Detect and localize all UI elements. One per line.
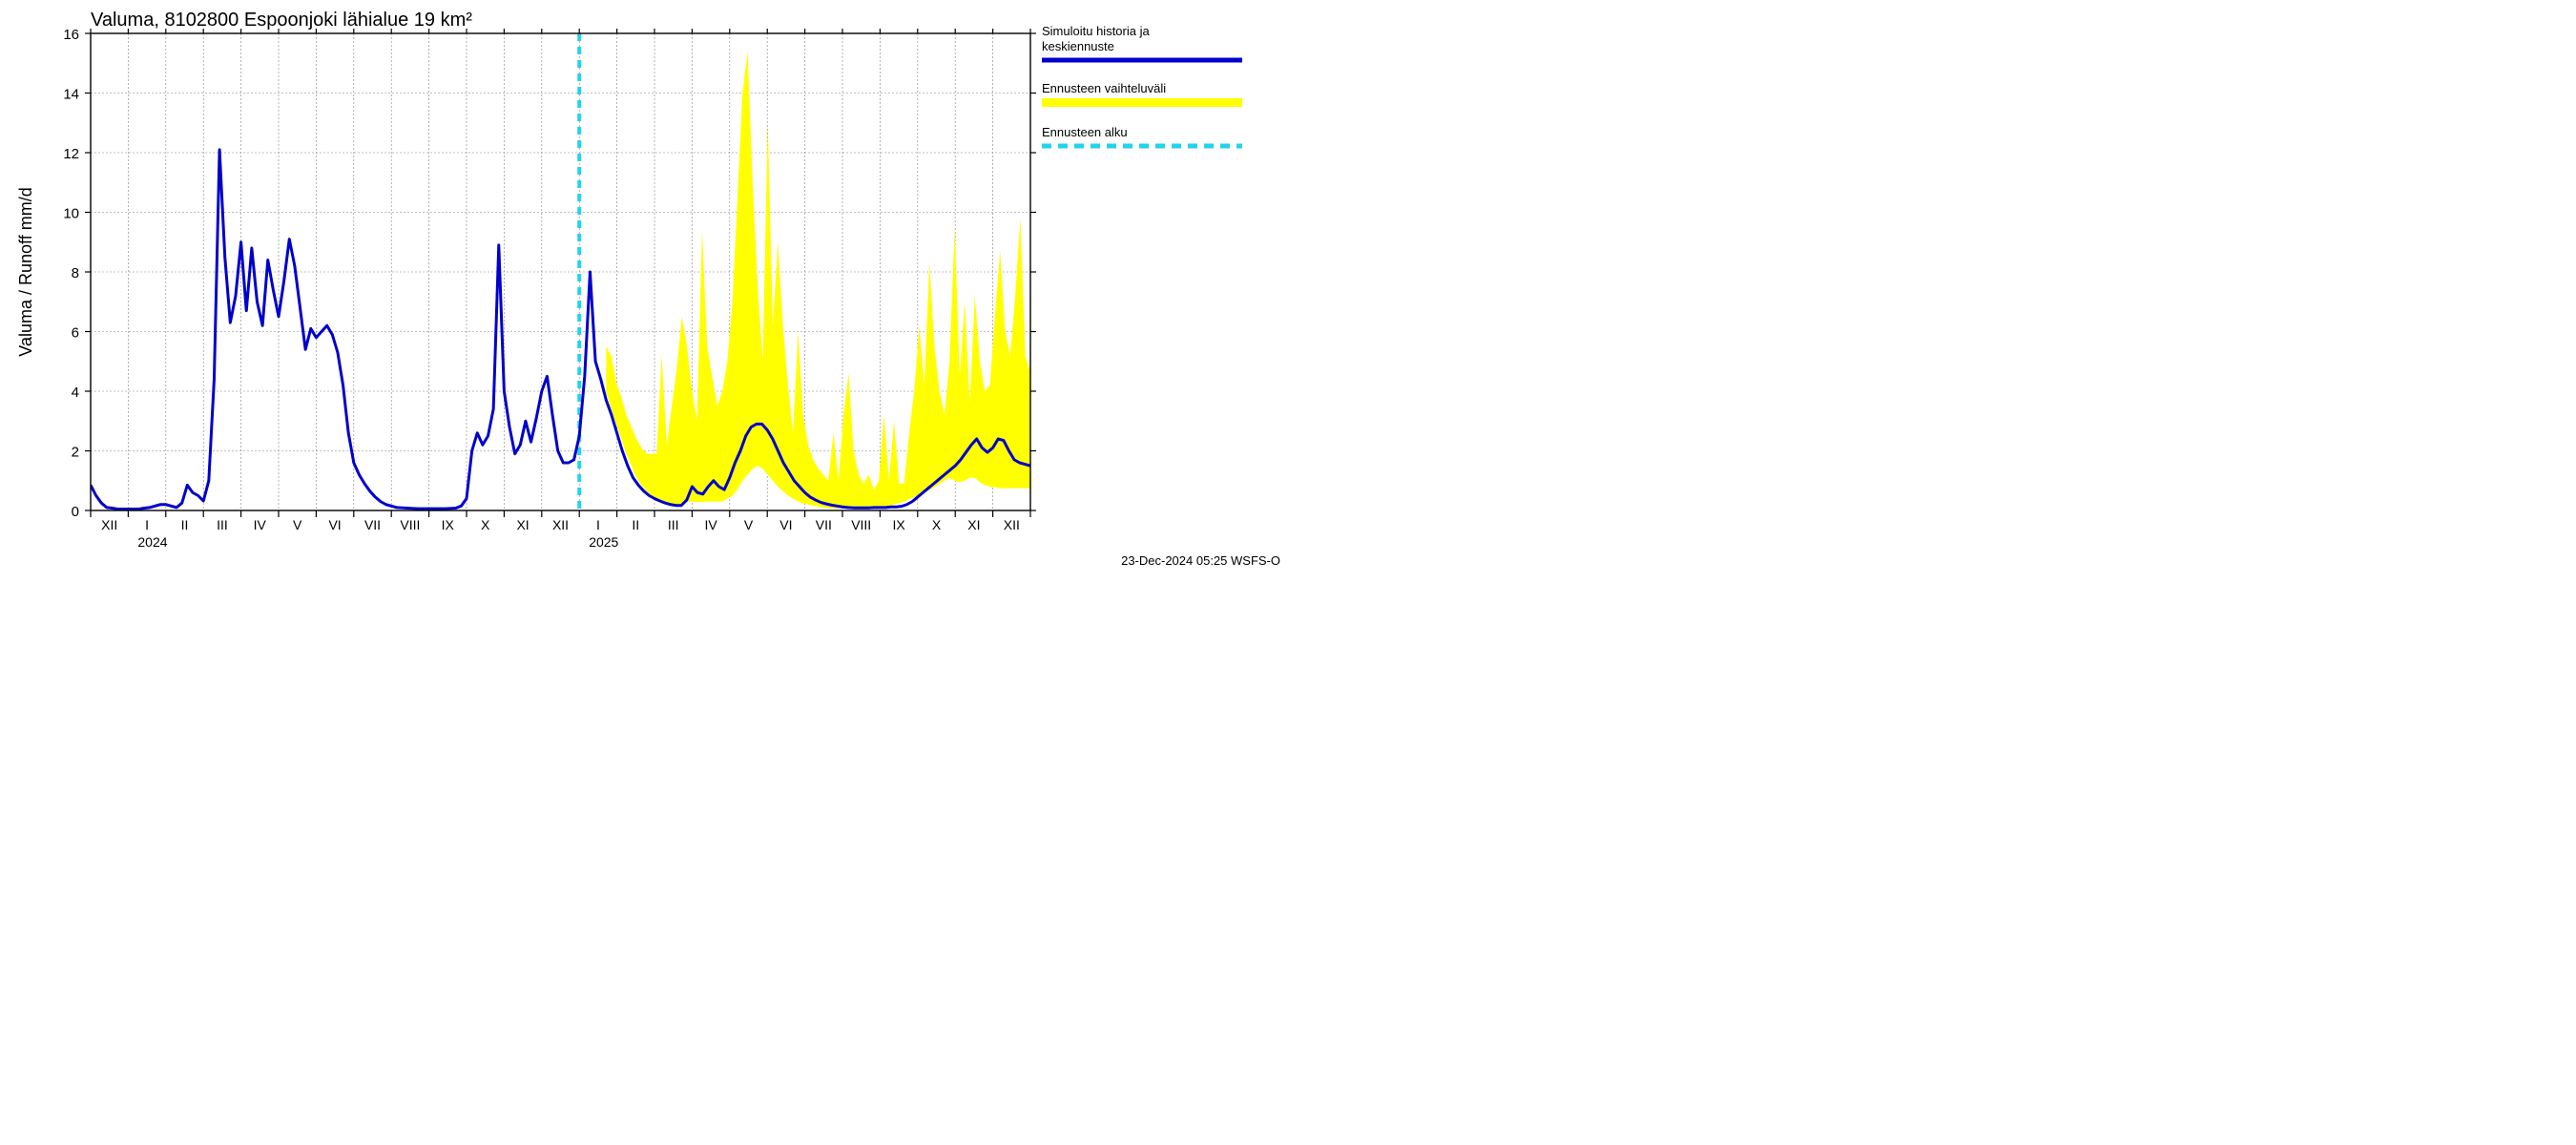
x-month-label: VIII	[400, 517, 420, 532]
x-month-label: VI	[779, 517, 792, 532]
x-month-label: XII	[552, 517, 569, 532]
chart-svg: 0246810121416XIIIIIIIIIVVVIVIIVIIIIXXXIX…	[0, 0, 1288, 572]
x-month-label: I	[145, 517, 149, 532]
x-month-label: II	[181, 517, 189, 532]
x-month-label: X	[932, 517, 942, 532]
y-tick-label: 2	[72, 445, 79, 461]
x-month-label: IV	[254, 517, 267, 532]
x-month-label: VI	[328, 517, 341, 532]
legend-label: Simuloitu historia ja	[1042, 24, 1150, 38]
x-month-label: V	[744, 517, 754, 532]
y-tick-label: 6	[72, 325, 79, 342]
x-month-label: VII	[816, 517, 832, 532]
legend-label: keskiennuste	[1042, 39, 1114, 53]
x-month-label: V	[293, 517, 302, 532]
x-month-label: VIII	[851, 517, 871, 532]
x-month-label: XI	[516, 517, 529, 532]
x-month-label: III	[217, 517, 228, 532]
x-month-label: IV	[704, 517, 717, 532]
x-month-label: III	[668, 517, 679, 532]
legend-label: Ennusteen alku	[1042, 125, 1128, 139]
x-month-label: X	[481, 517, 490, 532]
x-year-label: 2024	[137, 534, 167, 550]
chart-title: Valuma, 8102800 Espoonjoki lähialue 19 k…	[91, 10, 472, 31]
y-tick-label: 4	[72, 385, 79, 401]
y-tick-label: 14	[63, 87, 79, 103]
legend-label: Ennusteen vaihteluväli	[1042, 81, 1166, 95]
x-month-label: I	[596, 517, 600, 532]
x-month-label: IX	[892, 517, 905, 532]
y-tick-label: 8	[72, 265, 79, 281]
y-tick-label: 16	[63, 27, 79, 43]
legend-swatch	[1042, 98, 1242, 107]
footer-timestamp: 23-Dec-2024 05:25 WSFS-O	[1121, 553, 1280, 568]
x-month-label: IX	[442, 517, 455, 532]
x-month-label: XII	[101, 517, 117, 532]
x-year-label: 2025	[589, 534, 618, 550]
y-axis-label: Valuma / Runoff mm/d	[16, 187, 35, 356]
x-month-label: XII	[1004, 517, 1020, 532]
y-tick-label: 12	[63, 146, 79, 162]
y-tick-label: 0	[72, 504, 79, 520]
x-month-label: XI	[967, 517, 980, 532]
x-month-label: VII	[364, 517, 381, 532]
x-month-label: II	[632, 517, 639, 532]
y-tick-label: 10	[63, 206, 79, 222]
runoff-chart: 0246810121416XIIIIIIIIIVVVIVIIVIIIIXXXIX…	[0, 0, 1288, 572]
